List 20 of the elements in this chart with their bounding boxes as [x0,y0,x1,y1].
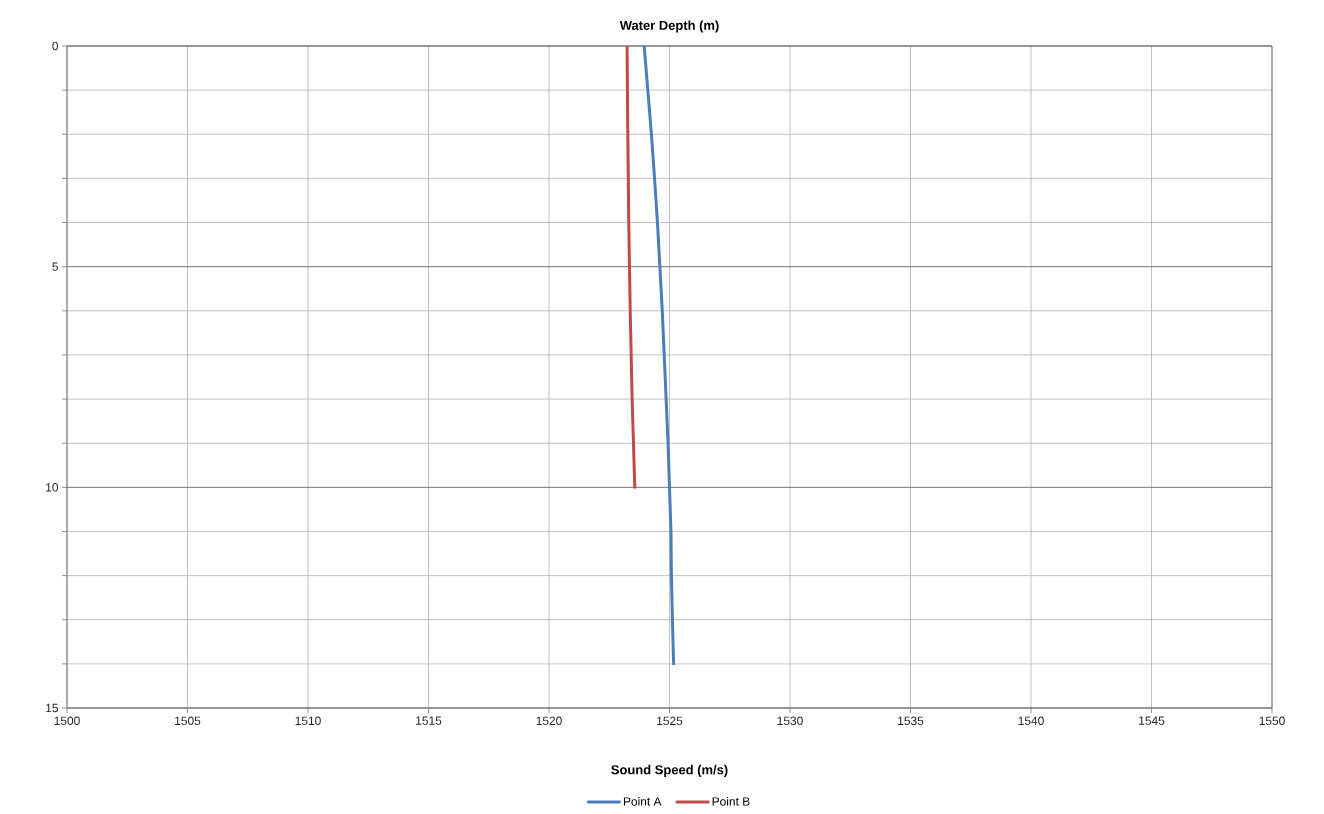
x-tick-label: 1525 [657,716,683,725]
x-tick-label: 1545 [1139,716,1165,725]
x-tick-label: 1515 [416,716,442,725]
x-tick-label: 1520 [536,716,562,725]
legend-label: Point B [712,796,750,806]
y-tick-label: 10 [46,483,59,492]
x-tick-label: 1500 [54,716,80,725]
x-tick-label: 1550 [1259,716,1285,725]
x-axis-title: Sound Speed (m/s) [611,764,728,777]
x-tick-label: 1530 [777,716,803,725]
y-tick-label: 5 [52,262,58,271]
x-tick-label: 1540 [1018,716,1044,725]
chart-title: Water Depth (m) [619,20,719,33]
x-tick-label: 1505 [175,716,201,725]
line-series [625,46,637,489]
y-tick-label: 0 [52,41,59,51]
x-tick-label: 1510 [295,716,321,725]
legend-label: Point A [623,796,662,806]
y-tick-label: 15 [46,703,58,713]
x-tick-label: 1535 [898,716,924,725]
